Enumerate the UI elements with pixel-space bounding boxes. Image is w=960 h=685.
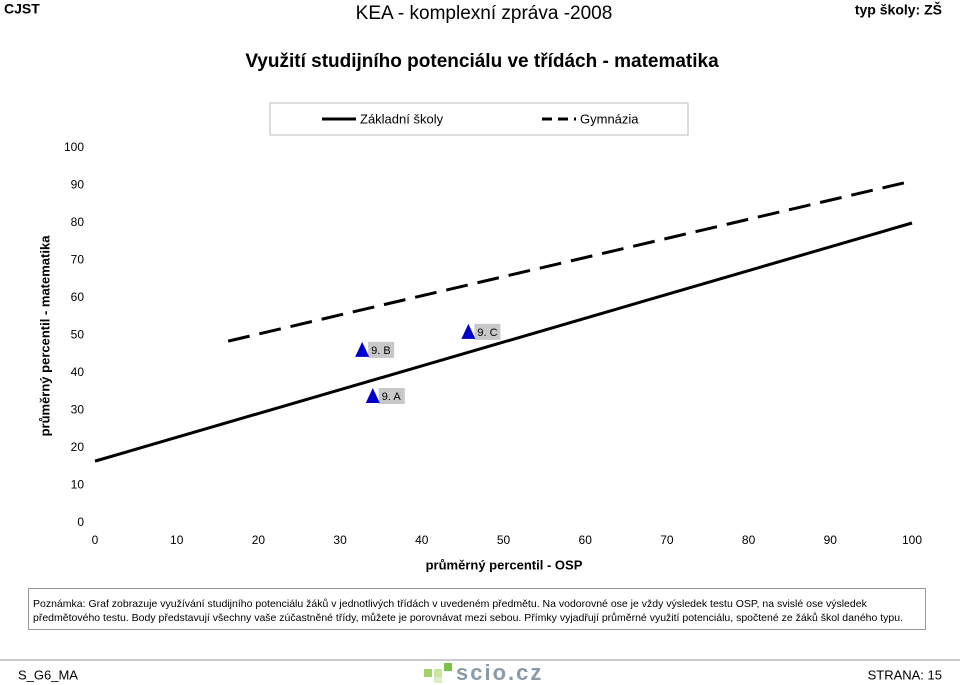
note: Poznámka: Graf zobrazuje využívání studi… (28, 588, 926, 630)
x-tick-label: 100 (902, 533, 922, 547)
x-tick-label: 40 (415, 533, 429, 547)
x-tick-label: 70 (660, 533, 674, 547)
point-label-box (368, 341, 395, 358)
header-right: typ školy: ZŠ (855, 1, 942, 18)
footer-left: S_G6_MA (18, 667, 78, 682)
class-point (355, 341, 370, 357)
x-tick-label: 10 (170, 533, 184, 547)
point-label: 9. B (371, 345, 391, 357)
x-tick-label: 90 (824, 533, 838, 547)
logo-squares (424, 663, 452, 683)
class-point (365, 388, 380, 403)
x-tick-label: 20 (252, 533, 266, 547)
point-label-box (474, 323, 501, 340)
y-tick-label: 90 (71, 178, 85, 192)
y-tick-label: 60 (71, 290, 85, 304)
point-label: 9. C (477, 327, 497, 339)
x-axis-label: průměrný percentil - OSP (426, 557, 583, 572)
y-tick-label: 80 (71, 215, 85, 229)
trend-line (94, 221, 913, 463)
y-axis-label: průměrný percentil - matematika (37, 235, 52, 437)
point-label-box (378, 388, 405, 404)
y-tick-label: 70 (71, 253, 85, 267)
chart-title: Využití studijního potenciálu ve třídách… (245, 51, 719, 72)
header-center: KEA - komplexní zpráva -2008 (356, 3, 613, 24)
x-tick-label: 60 (579, 533, 593, 547)
footer-right: STRANA: 15 (868, 667, 942, 682)
y-tick-label: 10 (71, 478, 85, 492)
point-label: 9. A (382, 391, 402, 403)
y-tick-label: 100 (64, 140, 84, 154)
legend-label: Základní školy (360, 111, 444, 126)
header-left: CJST (4, 1, 40, 17)
y-tick-label: 30 (71, 403, 85, 417)
x-tick-label: 50 (497, 533, 511, 547)
x-tick-label: 0 (92, 533, 99, 547)
trend-line (227, 179, 913, 343)
legend-label: Gymnázia (580, 111, 639, 126)
y-tick-label: 20 (71, 440, 85, 454)
x-tick-label: 30 (333, 533, 347, 547)
class-point (461, 323, 476, 339)
y-tick-label: 50 (71, 328, 85, 342)
x-tick-label: 80 (742, 533, 756, 547)
logo-text: scio.cz (456, 660, 543, 685)
y-tick-label: 0 (77, 515, 84, 529)
y-tick-label: 40 (71, 365, 85, 379)
